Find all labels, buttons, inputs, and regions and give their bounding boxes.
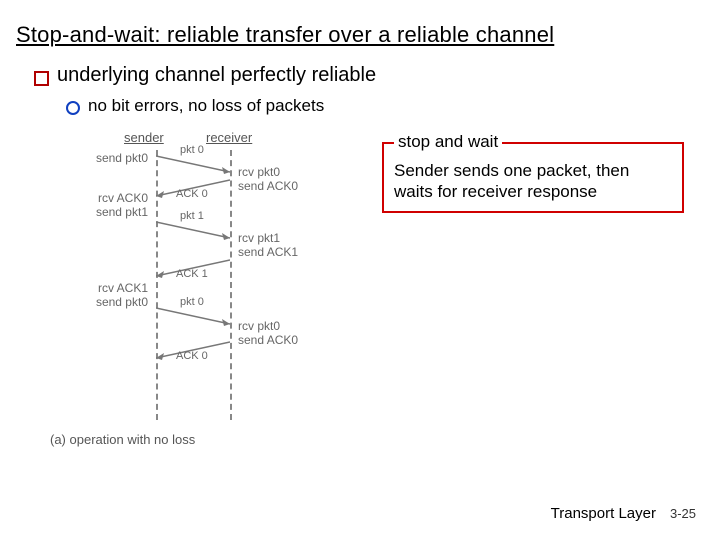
slide: Stop-and-wait: reliable transfer over a … [0, 0, 720, 540]
callout-box: stop and wait Sender sends one packet, t… [382, 142, 684, 213]
left-event-rcv-ack1: rcv ACK1send pkt0 [30, 282, 148, 310]
msg-pkt0-label: pkt 0 [180, 144, 204, 156]
msg-pkt1: pkt 1 [156, 220, 230, 254]
msg-ack0-2-label: ACK 0 [176, 350, 208, 362]
bullet-level1: underlying channel perfectly reliable [34, 64, 376, 87]
right-event-rcv-pkt0-2: rcv pkt0send ACK0 [238, 320, 358, 348]
seq-header-sender: sender [124, 130, 164, 145]
msg-pkt0-2: pkt 0 [156, 306, 230, 340]
callout-title: stop and wait [394, 132, 502, 152]
msg-ack0-label: ACK 0 [176, 188, 208, 200]
bullet-level2: no bit errors, no loss of packets [66, 96, 324, 116]
slide-footer: Transport Layer 3-25 [551, 505, 696, 522]
msg-pkt1-label: pkt 1 [180, 210, 204, 222]
msg-ack1-label: ACK 1 [176, 268, 208, 280]
bullet2-text: no bit errors, no loss of packets [88, 96, 324, 116]
footer-chapter: Transport Layer [551, 505, 656, 522]
right-event-rcv-pkt1: rcv pkt1send ACK1 [238, 232, 358, 260]
left-event-rcv-ack0: rcv ACK0send pkt1 [30, 192, 148, 220]
square-bullet-icon [34, 71, 49, 86]
footer-page: 3-25 [670, 506, 696, 521]
sequence-diagram: sender receiver send pkt0 pkt 0 rcv pkt0… [30, 130, 360, 460]
msg-pkt0-2-label: pkt 0 [180, 296, 204, 308]
seq-caption: (a) operation with no loss [50, 432, 195, 447]
msg-ack0-2: ACK 0 [156, 340, 230, 374]
left-event-send-pkt0: send pkt0 [30, 152, 148, 166]
circle-bullet-icon [66, 101, 80, 115]
sender-lifeline [156, 150, 158, 420]
msg-pkt0: pkt 0 [156, 154, 230, 188]
receiver-lifeline [230, 150, 232, 420]
msg-ack1: ACK 1 [156, 258, 230, 292]
bullet1-text: underlying channel perfectly reliable [57, 64, 376, 87]
msg-ack0: ACK 0 [156, 178, 230, 212]
right-event-rcv-pkt0: rcv pkt0send ACK0 [238, 166, 358, 194]
slide-title: Stop-and-wait: reliable transfer over a … [16, 22, 554, 48]
seq-header-receiver: receiver [206, 130, 252, 145]
